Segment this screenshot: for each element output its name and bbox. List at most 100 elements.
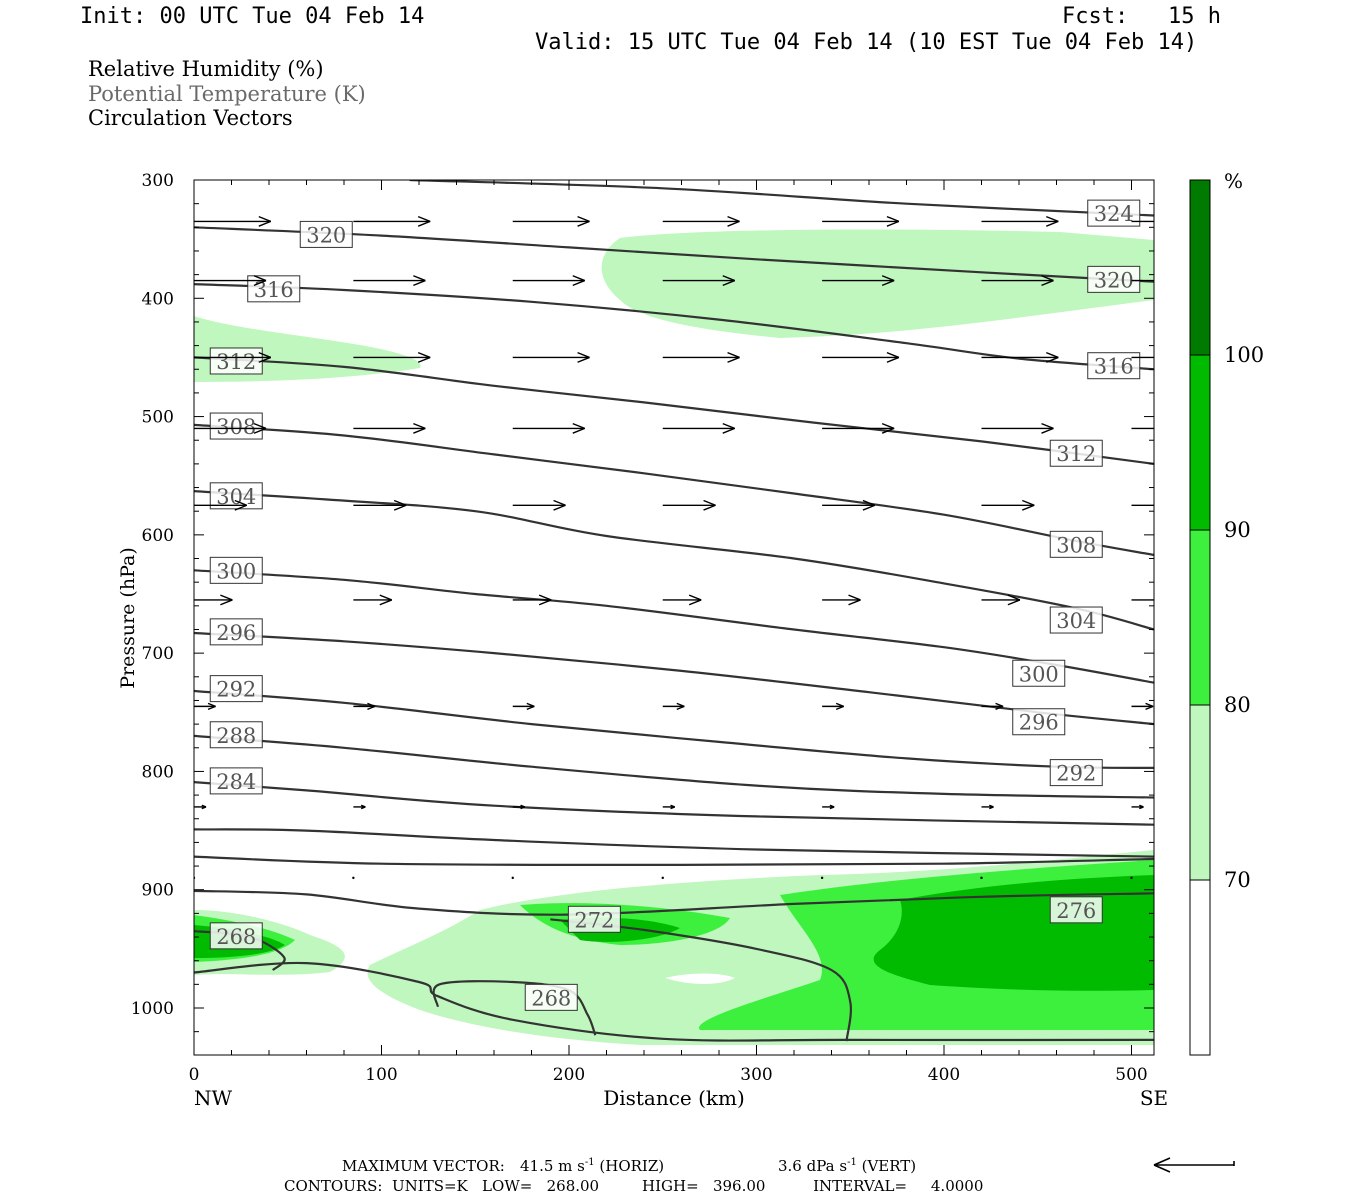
- wind-vector: [662, 422, 736, 434]
- theta-label-text: 292: [1056, 762, 1096, 786]
- theta-label-text: 296: [1019, 711, 1059, 735]
- theta-contour-284: [194, 781, 1154, 826]
- wind-vector: [822, 351, 900, 363]
- theta-label-text: 324: [1094, 202, 1134, 226]
- theta-contour-272: [550, 918, 852, 1042]
- wind-vector: [353, 215, 431, 227]
- y-tick-label: 700: [142, 644, 174, 664]
- y-tick-label: 500: [142, 408, 174, 428]
- y-tick-label: 300: [142, 171, 174, 191]
- y-tick-label: 1000: [131, 999, 174, 1019]
- theta-contour-316: [194, 283, 1154, 371]
- theta-contour-288: [194, 734, 1154, 799]
- theta-label-text: 288: [216, 724, 256, 748]
- valid-time: Valid: 15 UTC Tue 04 Feb 14 (10 EST Tue …: [535, 30, 1198, 55]
- wind-vector: [194, 804, 207, 810]
- theta-label-296: 296: [209, 618, 263, 646]
- wind-vector: [1130, 876, 1133, 880]
- y-tick-label: 900: [142, 881, 174, 901]
- theta-label-text: 272: [574, 908, 614, 932]
- wind-vector: [1131, 504, 1154, 506]
- max-vector-vert: 3.6 dPa s-1 (VERT): [778, 1157, 917, 1175]
- wind-vector: [194, 215, 272, 227]
- theta-label-276: 276: [1049, 896, 1103, 924]
- wind-vector: [822, 499, 876, 511]
- colorbar-label-70: 70: [1224, 868, 1251, 892]
- theta-label-320: 320: [299, 220, 353, 248]
- theta-label-292: 292: [209, 675, 263, 703]
- vectors-title: Circulation Vectors: [88, 106, 293, 130]
- rh-title: Relative Humidity (%): [88, 57, 324, 81]
- theta-label-text: 300: [1019, 662, 1059, 686]
- wind-vector: [981, 422, 1054, 434]
- wind-vector: [194, 594, 233, 606]
- theta-contour-280: [194, 828, 1154, 858]
- wind-vector: [822, 702, 844, 711]
- colorbar-90-100: [1190, 355, 1210, 530]
- reference-vector-arrow: [1153, 1157, 1235, 1173]
- theta-contour-292: [194, 689, 1154, 769]
- theta-label-text: 316: [254, 278, 294, 302]
- plot-frame: [193, 179, 1155, 1056]
- colorbar-label-90: 90: [1224, 518, 1251, 542]
- wind-vector: [194, 499, 248, 511]
- wind-vector: [352, 876, 355, 880]
- theta-label-292: 292: [1049, 759, 1103, 787]
- rh-shading: [194, 229, 1154, 1045]
- colorbar-unit: %: [1224, 169, 1243, 193]
- x-right-end-label: SE: [1140, 1086, 1168, 1110]
- theta-contour-296: [194, 631, 1154, 726]
- theta-label-text: 292: [216, 678, 256, 702]
- theta-label-text: 312: [216, 350, 256, 374]
- wind-vector: [353, 275, 426, 286]
- theta-contour-278: [194, 855, 1154, 867]
- y-tick-label: 600: [142, 526, 174, 546]
- theta-contour-labels: 3243203203163163123123083083043043003002…: [209, 199, 1141, 1011]
- wind-vector: [194, 275, 267, 286]
- theta-label-text: 268: [216, 925, 256, 949]
- rh-90-100-area: [194, 875, 1154, 991]
- wind-vector: [981, 275, 1054, 286]
- wind-vector: [353, 594, 393, 606]
- wind-vector: [194, 702, 216, 711]
- theta-label-304: 304: [1049, 606, 1103, 634]
- x-left-end-label: NW: [194, 1086, 233, 1110]
- wind-vector: [512, 215, 590, 227]
- wind-vector: [1131, 427, 1154, 430]
- theta-label-text: 268: [531, 986, 571, 1010]
- y-axis-title: Pressure (hPa): [117, 547, 139, 689]
- wind-vector: [981, 351, 1059, 363]
- wind-vector: [662, 351, 740, 363]
- theta-label-300: 300: [209, 556, 263, 584]
- max-vector-horiz: 41.5 m s-1 (HORIZ): [520, 1157, 665, 1175]
- theta-label-text: 312: [1056, 442, 1096, 466]
- theta-contours: [194, 180, 1154, 1042]
- theta-label-text: 320: [306, 223, 346, 247]
- theta-label-text: 284: [216, 770, 256, 794]
- x-tick-label: 300: [740, 1065, 772, 1085]
- colorbar-100: [1190, 180, 1210, 355]
- theta-contour-300: [194, 569, 1154, 684]
- theta-label-316: 316: [247, 275, 301, 303]
- colorbar-below-70: [1190, 880, 1210, 1055]
- circulation-vectors: [194, 215, 1154, 880]
- init-time: Init: 00 UTC Tue 04 Feb 14: [80, 4, 425, 29]
- wind-vector: [820, 876, 824, 880]
- theta-label-308: 308: [209, 412, 263, 440]
- y-tick-label: 400: [142, 289, 174, 309]
- wind-vector: [353, 804, 366, 810]
- wind-vector: [822, 804, 835, 810]
- theta-label-268: 268: [524, 983, 578, 1011]
- colorbar: % 100 90 80 70: [1189, 169, 1264, 1056]
- x-tick-label: 500: [1115, 1065, 1147, 1085]
- wind-vector: [662, 499, 716, 511]
- max-vector-label: MAXIMUM VECTOR:: [342, 1157, 505, 1175]
- colorbar-70-80: [1190, 705, 1210, 880]
- x-tick-label: 200: [553, 1065, 585, 1085]
- x-tick-label: 100: [365, 1065, 397, 1085]
- wind-vector: [353, 422, 426, 434]
- wind-vector: [1131, 356, 1154, 359]
- wind-vector: [511, 876, 514, 880]
- colorbar-label-80: 80: [1224, 693, 1251, 717]
